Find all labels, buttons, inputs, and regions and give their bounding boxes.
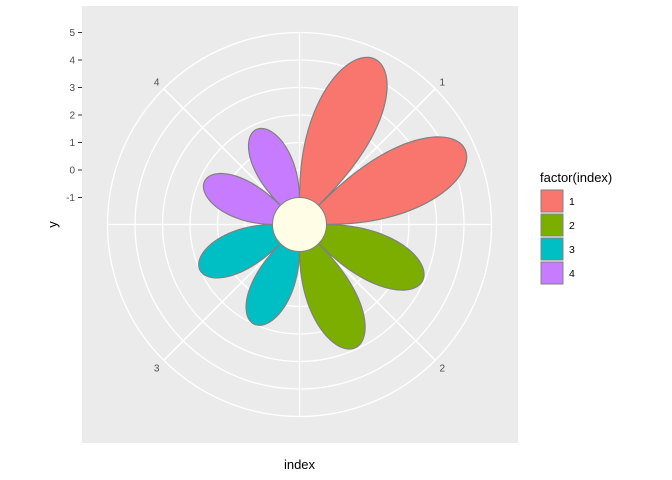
- legend-key: [540, 213, 564, 237]
- legend-key: [540, 189, 564, 213]
- legend-label: 2: [569, 220, 575, 232]
- legend-label: 4: [569, 268, 575, 280]
- legend-items: 1 2 3 4: [540, 189, 575, 285]
- legend: factor(index) 1 2 3 4: [540, 170, 612, 285]
- legend-title: factor(index): [540, 170, 612, 185]
- circular-grid-line: [134, 59, 465, 390]
- angle-label: 2: [440, 363, 446, 374]
- y-axis-title: y: [45, 221, 60, 228]
- y-tick-label: 4: [69, 56, 75, 67]
- circular-grid-line: [216, 141, 383, 308]
- angle-label: 1: [440, 78, 446, 89]
- y-tick-label: 2: [69, 111, 75, 122]
- legend-label: 1: [569, 196, 575, 208]
- legend-label: 3: [569, 244, 575, 256]
- angle-label: 4: [154, 78, 160, 89]
- circular-grid-line: [161, 86, 438, 363]
- circular-grid-line: [244, 169, 355, 280]
- y-tick-label: 0: [69, 166, 75, 177]
- y-tick-label: 3: [69, 83, 75, 94]
- legend-key: [540, 237, 564, 261]
- x-axis-title: index: [284, 457, 316, 472]
- circular-grid-line: [106, 31, 493, 418]
- angle-label: 3: [154, 363, 160, 374]
- y-tick-label: 1: [69, 138, 75, 149]
- y-tick-label: 5: [69, 28, 75, 39]
- angle-axis: 1 2 3 4: [154, 78, 446, 375]
- circular-grid-line: [189, 114, 410, 335]
- legend-key: [540, 261, 564, 285]
- y-tick-label: -1: [66, 193, 75, 204]
- center-disc: [272, 197, 327, 252]
- y-axis: 5 4 3 2 1 0 -1: [66, 28, 82, 204]
